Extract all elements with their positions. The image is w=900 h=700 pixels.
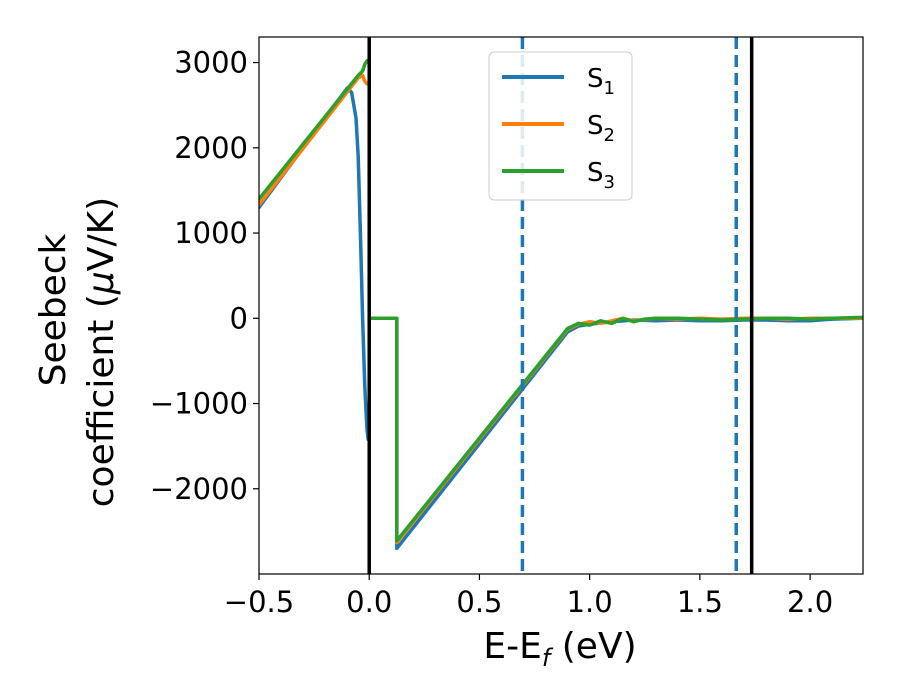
legend-label-s1: S1 xyxy=(587,64,615,99)
x-tick-label: 0.0 xyxy=(346,585,392,619)
series-line-s2-valence xyxy=(259,73,371,207)
series-line-s2-conduction xyxy=(367,316,863,545)
y-axis-label-line2: coefficient (μV/K) xyxy=(81,197,122,507)
y-axis-label-line1: Seebeck xyxy=(33,233,74,386)
x-tick-label: 0.5 xyxy=(456,585,502,619)
plot-content xyxy=(259,37,863,574)
plot-frame xyxy=(258,36,864,575)
x-axis-ticks: −0.5 0.0 0.5 1.0 1.5 2.0 xyxy=(224,574,833,619)
y-axis-ticks: −2000 −1000 0 1000 2000 3000 xyxy=(150,46,259,506)
legend: S1 S2 S3 xyxy=(488,51,633,201)
x-axis-label: E-Ef (eV) xyxy=(483,626,636,672)
y-tick-label: 3000 xyxy=(174,46,248,80)
series-line-s1-valence xyxy=(259,86,370,442)
legend-label-s3: S3 xyxy=(587,158,615,193)
series-line-s3-conduction xyxy=(367,315,863,543)
y-tick-label: 0 xyxy=(230,301,248,335)
y-tick-label: 1000 xyxy=(174,216,248,250)
legend-label-s2: S2 xyxy=(587,111,615,146)
y-tick-label: −2000 xyxy=(150,472,248,506)
x-tick-label: −0.5 xyxy=(224,585,294,619)
y-tick-label: 2000 xyxy=(174,131,248,165)
y-tick-label: −1000 xyxy=(150,387,248,421)
x-tick-label: 2.0 xyxy=(787,585,833,619)
x-tick-label: 1.0 xyxy=(567,585,613,619)
x-tick-label: 1.5 xyxy=(677,585,723,619)
y-axis-label-mu: μ xyxy=(81,271,122,295)
series-line-s3-valence xyxy=(259,58,371,201)
series-line-s1-conduction xyxy=(367,316,863,551)
